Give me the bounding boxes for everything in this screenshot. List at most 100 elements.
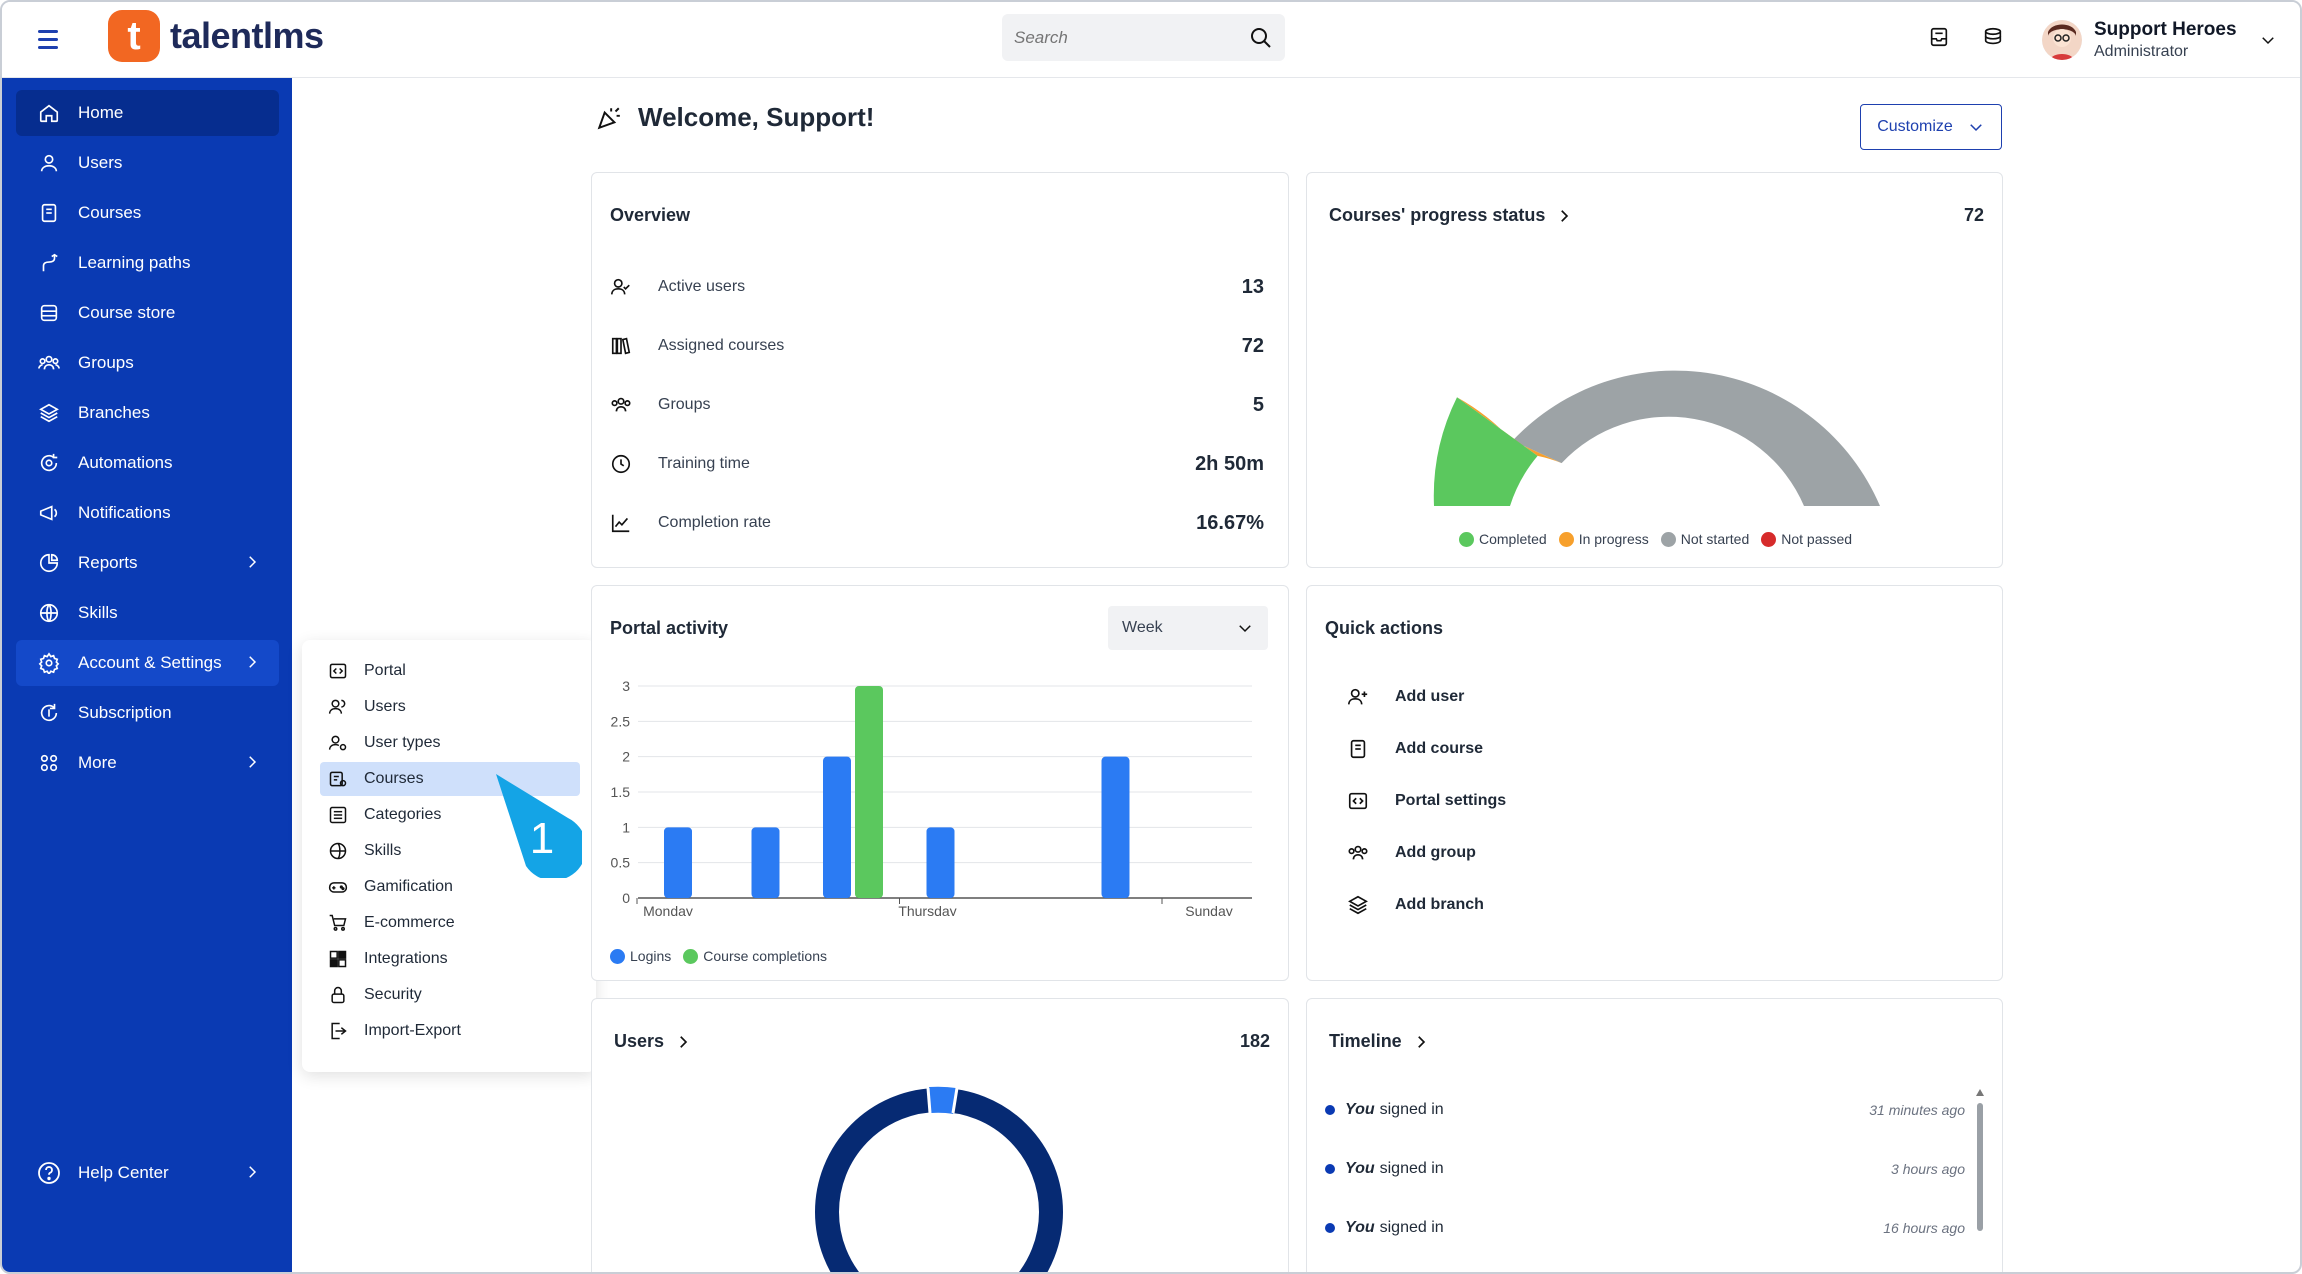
sidebar-item-more[interactable]: More: [16, 740, 279, 786]
progress-legend: Completed In progress Not started Not pa…: [1459, 531, 1852, 547]
submenu-item-security[interactable]: Security: [320, 978, 580, 1012]
sidebar-item-reports[interactable]: Reports: [16, 540, 279, 586]
skills-icon: [36, 600, 62, 626]
add-user-icon: [1345, 684, 1371, 710]
overview-label: Training time: [658, 455, 750, 472]
group-icon: [1345, 840, 1371, 866]
user-menu[interactable]: Support Heroes Administrator: [2042, 12, 2282, 68]
sidebar-item-label: More: [78, 753, 117, 772]
submenu-item-label: Users: [364, 698, 406, 715]
add-branch-button[interactable]: Add branch: [1345, 885, 1484, 925]
submenu-item-user-types[interactable]: User types: [320, 726, 580, 760]
sidebar-item-subscription[interactable]: Subscription: [16, 690, 279, 736]
menu-toggle-icon[interactable]: [34, 24, 64, 54]
timeline-scrollbar[interactable]: [1976, 1085, 1984, 1272]
x-tick-label: Monday: [643, 903, 693, 916]
timeline-title-link[interactable]: Timeline: [1329, 1031, 1430, 1052]
search-icon[interactable]: [1249, 26, 1273, 50]
submenu-item-categories[interactable]: Categories: [320, 798, 580, 832]
sidebar-item-label: Courses: [78, 203, 142, 222]
trend-icon: [608, 510, 634, 536]
logo[interactable]: t talentlms: [108, 10, 324, 62]
submenu-item-portal[interactable]: Portal: [320, 654, 580, 688]
scrollbar-thumb[interactable]: [1977, 1103, 1983, 1231]
sidebar-item-label: Notifications: [78, 503, 171, 522]
overview-value: 13: [1241, 275, 1264, 298]
add-user-button[interactable]: Add user: [1345, 677, 1464, 717]
search-input[interactable]: [1014, 27, 1249, 48]
overview-value: 5: [1252, 393, 1264, 416]
sidebar-item-groups[interactable]: Groups: [16, 340, 279, 386]
progress-title-link[interactable]: Courses' progress status: [1329, 205, 1573, 226]
help-icon: [36, 1160, 62, 1186]
sidebar-item-label: Skills: [78, 603, 118, 622]
portal-settings-button[interactable]: Portal settings: [1345, 781, 1506, 821]
search-box[interactable]: [1002, 14, 1285, 61]
sidebar-item-course-store[interactable]: Course store: [16, 290, 279, 336]
scroll-up-icon[interactable]: [1976, 1088, 1984, 1098]
sidebar-item-users[interactable]: Users: [16, 140, 279, 186]
submenu-item-label: User types: [364, 734, 441, 751]
sidebar-item-skills[interactable]: Skills: [16, 590, 279, 636]
chevron-down-icon: [1970, 124, 1982, 132]
period-value: Week: [1122, 619, 1163, 636]
activity-legend: Logins Course completions: [610, 948, 827, 964]
y-tick-label: 1.5: [611, 784, 631, 800]
gauge-not-started: [1512, 370, 1880, 506]
help-center-link[interactable]: Help Center: [16, 1150, 279, 1196]
store-icon: [36, 300, 62, 326]
customize-button[interactable]: Customize: [1860, 104, 2002, 150]
timeline-time: 3 hours ago: [1891, 1161, 1965, 1177]
add-group-button[interactable]: Add group: [1345, 833, 1476, 873]
coins-icon[interactable]: [1978, 22, 2008, 52]
submenu-item-skills[interactable]: Skills: [320, 834, 580, 868]
sidebar-item-branches[interactable]: Branches: [16, 390, 279, 436]
submenu-item-users[interactable]: Users: [320, 690, 580, 724]
sidebar-item-label: Automations: [78, 453, 173, 472]
users-donut: [815, 1086, 1063, 1272]
megaphone-icon: [36, 500, 62, 526]
submenu-item-gamification[interactable]: Gamification: [320, 870, 580, 904]
submenu-item-courses[interactable]: Courses: [320, 762, 580, 796]
users-total: 182: [1239, 1031, 1270, 1051]
chevron-right-icon: [249, 656, 257, 668]
chevron-down-icon[interactable]: [2259, 31, 2277, 49]
sidebar-item-notifications[interactable]: Notifications: [16, 490, 279, 536]
add-course-button[interactable]: Add course: [1345, 729, 1483, 769]
sidebar-item-label: Groups: [78, 353, 134, 372]
quick-actions-card: Quick actions Add user Add course Portal…: [1306, 585, 2003, 981]
sidebar-item-account-settings[interactable]: Account & Settings: [16, 640, 279, 686]
sidebar-item-label: Learning paths: [78, 253, 191, 272]
users-title-link[interactable]: Users: [614, 1031, 692, 1052]
sidebar-item-courses[interactable]: Courses: [16, 190, 279, 236]
inbox-icon[interactable]: [1924, 22, 1954, 52]
timeline-bullet: [1325, 1164, 1335, 1174]
sidebar-item-label: Users: [78, 153, 123, 172]
sidebar-item-learning-paths[interactable]: Learning paths: [16, 240, 279, 286]
users-card: Users 182: [591, 998, 1289, 1272]
submenu-item-label: Security: [364, 986, 422, 1003]
overview-title: Overview: [610, 205, 691, 225]
user-role: Administrator: [2094, 43, 2189, 60]
page-title: Welcome, Support!: [638, 102, 875, 132]
overview-label: Groups: [658, 396, 711, 413]
sidebar-item-home[interactable]: Home: [16, 90, 279, 136]
legend-completed: Completed: [1459, 531, 1547, 547]
y-tick-label: 1: [622, 819, 630, 835]
period-select[interactable]: Week: [1108, 606, 1268, 650]
timeline-action: signed in: [1379, 1219, 1444, 1236]
submenu-item-integrations[interactable]: Integrations: [320, 942, 580, 976]
legend-course-completions: Course completions: [683, 948, 827, 964]
code-icon: [326, 659, 350, 683]
overview-label: Completion rate: [658, 514, 771, 531]
submenu-item-e-commerce[interactable]: E-commerce: [320, 906, 580, 940]
sidebar-item-label: Account & Settings: [78, 653, 222, 672]
user-type-icon: [326, 731, 350, 755]
overview-row: Active users 13: [608, 267, 1268, 307]
account-settings-submenu: Portal Users User types Courses Categori…: [302, 640, 596, 1072]
submenu-item-import-export[interactable]: Import-Export: [320, 1014, 580, 1048]
donut-small-segment: [929, 1086, 957, 1114]
chevron-down-icon: [1239, 625, 1251, 633]
step-callout: 1: [496, 774, 587, 881]
sidebar-item-automations[interactable]: Automations: [16, 440, 279, 486]
